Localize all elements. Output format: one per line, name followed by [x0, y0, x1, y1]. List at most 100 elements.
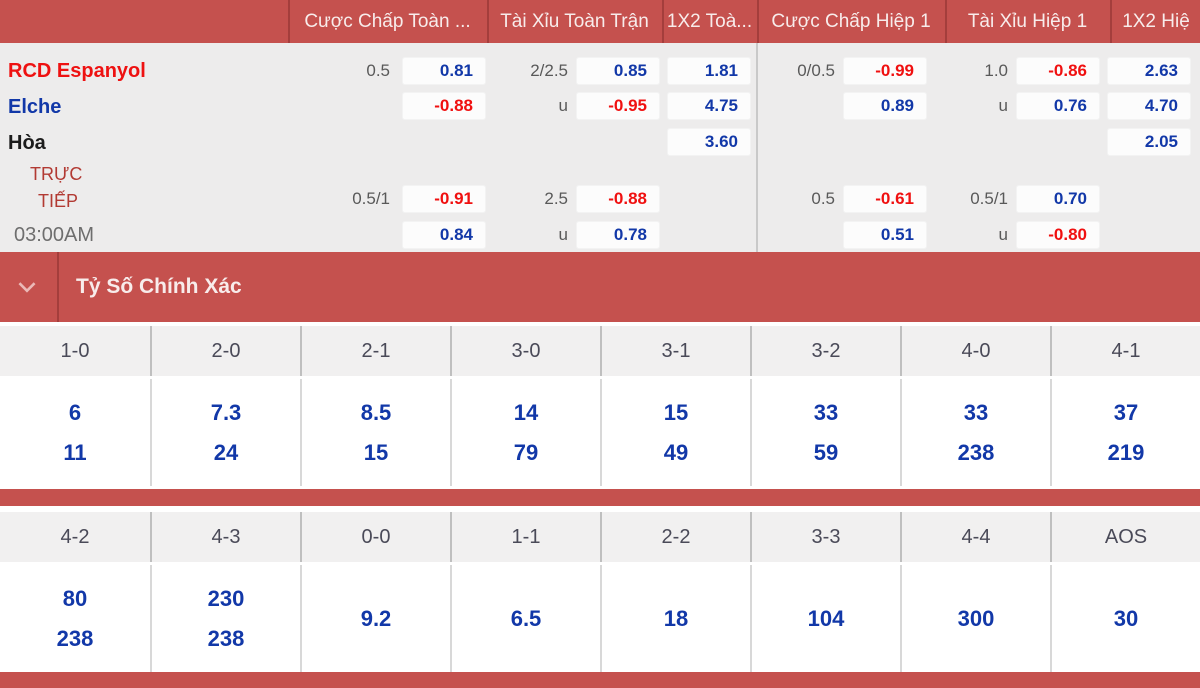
- score-odd-value: 33: [963, 399, 989, 425]
- score-odds-cell[interactable]: 30: [1050, 565, 1200, 672]
- header-divider: [487, 0, 489, 43]
- odds-h1-1x2-home[interactable]: 2.63: [1107, 57, 1191, 85]
- score-header-row: 4-2 4-3 0-0 1-1 2-2 3-3 4-4 AOS: [0, 512, 1200, 562]
- score-odd-value: 49: [663, 439, 689, 465]
- score-odds-cell[interactable]: 9.2: [300, 565, 450, 672]
- odds-full-1x2-home[interactable]: 1.81: [667, 57, 751, 85]
- score-odds-cell[interactable]: 80 238: [0, 565, 150, 672]
- score-odd-value: 6: [68, 399, 82, 425]
- bottom-red-bar: [0, 672, 1200, 688]
- chevron-down-icon[interactable]: [13, 274, 41, 300]
- odds-h1-handicap-live-away[interactable]: 0.51: [843, 221, 927, 249]
- score-odds-cell[interactable]: 6 11: [0, 379, 150, 486]
- odds-h1-handicap-away[interactable]: 0.89: [843, 92, 927, 120]
- header-handicap-full: Cược Chấp Toàn ...: [304, 11, 471, 32]
- odds-h1-over[interactable]: -0.86: [1016, 57, 1100, 85]
- score-odd-value: 11: [63, 439, 87, 465]
- score-odd-value: 18: [663, 605, 689, 631]
- score-odd-value: 104: [807, 605, 845, 631]
- score-odds-cell[interactable]: 15 49: [600, 379, 750, 486]
- header-divider: [288, 0, 290, 43]
- odds-h1-under-live[interactable]: -0.80: [1016, 221, 1100, 249]
- match-odds-section: Cược Chấp Toàn ... Tài Xỉu Toàn Trận 1X2…: [0, 0, 1200, 252]
- odds-full-handicap-away[interactable]: -0.88: [402, 92, 486, 120]
- odds-full-over-live[interactable]: -0.88: [576, 185, 660, 213]
- odds-full-handicap-live-home[interactable]: -0.91: [402, 185, 486, 213]
- score-header: 3-0: [450, 326, 600, 376]
- draw-label: Hòa: [8, 132, 46, 154]
- score-odd-value: 59: [813, 439, 839, 465]
- score-odds-cell[interactable]: 8.5 15: [300, 379, 450, 486]
- score-header: 0-0: [300, 512, 450, 562]
- header-handicap-h1: Cược Chấp Hiệp 1: [771, 11, 931, 32]
- handicap-line-full-home: 0.5: [366, 61, 390, 80]
- score-odds-cell[interactable]: 300: [900, 565, 1050, 672]
- odds-full-1x2-draw[interactable]: 3.60: [667, 128, 751, 156]
- home-team-name: RCD Espanyol: [8, 60, 146, 82]
- header-over-under-h1: Tài Xỉu Hiệp 1: [967, 11, 1088, 32]
- score-header: AOS: [1050, 512, 1200, 562]
- handicap-line-full-live: 0.5/1: [352, 189, 390, 208]
- score-odds-cell[interactable]: 33 59: [750, 379, 900, 486]
- odds-full-under[interactable]: -0.95: [576, 92, 660, 120]
- score-odd-value: 8.5: [360, 399, 392, 425]
- score-odd-value: 219: [1107, 439, 1145, 465]
- markets-header-bar: Cược Chấp Toàn ... Tài Xỉu Toàn Trận 1X2…: [0, 0, 1200, 43]
- odds-full-handicap-live-away[interactable]: 0.84: [402, 221, 486, 249]
- odds-full-handicap-home[interactable]: 0.81: [402, 57, 486, 85]
- header-divider: [945, 0, 947, 43]
- score-odd-value: 33: [813, 399, 839, 425]
- correct-score-grid-2: 4-2 4-3 0-0 1-1 2-2 3-3 4-4 AOS 80 238 23…: [0, 512, 1200, 672]
- odds-full-under-live[interactable]: 0.78: [576, 221, 660, 249]
- score-odds-cell[interactable]: 230 238: [150, 565, 300, 672]
- header-1x2-h1: 1X2 Hiệ: [1122, 11, 1190, 32]
- score-odds-cell[interactable]: 7.3 24: [150, 379, 300, 486]
- score-odds-cell[interactable]: 37 219: [1050, 379, 1200, 486]
- score-header: 3-2: [750, 326, 900, 376]
- handicap-line-h1-home: 0/0.5: [797, 61, 835, 80]
- score-odds-cell[interactable]: 104: [750, 565, 900, 672]
- odds-h1-handicap-live-home[interactable]: -0.61: [843, 185, 927, 213]
- score-header: 4-4: [900, 512, 1050, 562]
- score-header: 2-0: [150, 326, 300, 376]
- score-odds-cell[interactable]: 14 79: [450, 379, 600, 486]
- score-odd-value: 30: [1113, 605, 1139, 631]
- correct-score-banner: Tỷ Số Chính Xác: [0, 252, 1200, 322]
- odds-h1-1x2-draw[interactable]: 2.05: [1107, 128, 1191, 156]
- score-header-row: 1-0 2-0 2-1 3-0 3-1 3-2 4-0 4-1: [0, 326, 1200, 376]
- score-header: 1-0: [0, 326, 150, 376]
- score-odd-value: 238: [56, 625, 94, 651]
- odds-h1-1x2-away[interactable]: 4.70: [1107, 92, 1191, 120]
- score-odds-row: 6 11 7.3 24 8.5 15 14 79 15 49 33 59 33 238 37 2…: [0, 379, 1200, 486]
- score-odd-value: 79: [513, 439, 539, 465]
- score-header: 3-1: [600, 326, 750, 376]
- odds-full-1x2-away[interactable]: 4.75: [667, 92, 751, 120]
- ou-line-full-under: u: [558, 96, 568, 115]
- score-odd-value: 80: [62, 585, 88, 611]
- score-header: 1-1: [450, 512, 600, 562]
- score-odds-cell[interactable]: 18: [600, 565, 750, 672]
- correct-score-grid-1: 1-0 2-0 2-1 3-0 3-1 3-2 4-0 4-1 6 11 7.3 2…: [0, 326, 1200, 486]
- odds-full-over[interactable]: 0.85: [576, 57, 660, 85]
- score-odds-cell[interactable]: 6.5: [450, 565, 600, 672]
- score-odd-value: 230: [207, 585, 245, 611]
- score-odds-cell[interactable]: 33 238: [900, 379, 1050, 486]
- odds-h1-handicap-home[interactable]: -0.99: [843, 57, 927, 85]
- score-odd-value: 37: [1113, 399, 1139, 425]
- odds-h1-under[interactable]: 0.76: [1016, 92, 1100, 120]
- ou-line-h1-live-under: u: [998, 225, 1008, 244]
- score-odd-value: 24: [213, 439, 239, 465]
- ou-line-full-live: 2.5: [544, 189, 568, 208]
- score-header: 4-0: [900, 326, 1050, 376]
- red-divider-bar: [0, 489, 1200, 506]
- score-odd-value: 238: [207, 625, 245, 651]
- score-odd-value: 7.3: [210, 399, 242, 425]
- ou-line-h1-over: 1.0: [984, 61, 1008, 80]
- header-over-under-full: Tài Xỉu Toàn Trận: [500, 11, 649, 32]
- ou-line-h1-live: 0.5/1: [970, 189, 1008, 208]
- score-header: 3-3: [750, 512, 900, 562]
- header-divider: [662, 0, 664, 43]
- score-header: 4-1: [1050, 326, 1200, 376]
- odds-h1-over-live[interactable]: 0.70: [1016, 185, 1100, 213]
- score-odds-row: 80 238 230 238 9.2 6.5 18 104 300 30: [0, 565, 1200, 672]
